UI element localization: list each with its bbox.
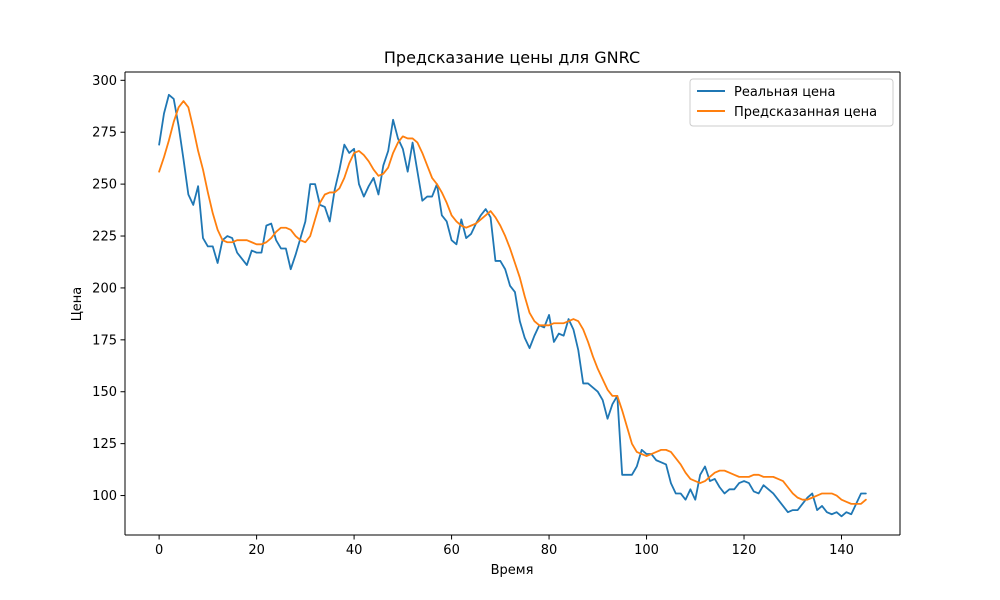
x-axis-ticks: 0 20 40 60 80 100 120 140 xyxy=(155,535,854,558)
x-tick-label: 100 xyxy=(634,543,659,558)
plot-area: 0 20 40 60 80 100 120 140 100 125 150 175 200 225 250… xyxy=(92,71,901,558)
x-tick-label: 60 xyxy=(443,543,460,558)
x-tick-label: 0 xyxy=(155,543,163,558)
y-tick-label: 125 xyxy=(92,437,117,452)
y-tick-label: 225 xyxy=(92,230,117,245)
x-tick-label: 140 xyxy=(829,543,854,558)
plot-background xyxy=(125,72,900,535)
plot-frame xyxy=(124,71,901,536)
x-tick-label: 20 xyxy=(248,543,265,558)
x-axis-title: Время xyxy=(491,563,534,578)
series-line-1 xyxy=(158,100,867,505)
y-tick-label: 300 xyxy=(92,74,117,89)
y-tick-label: 100 xyxy=(92,489,117,504)
y-tick-label: 175 xyxy=(92,333,117,348)
x-tick-label: 80 xyxy=(541,543,558,558)
legend-label-real-price: Реальная цена xyxy=(734,85,836,100)
legend: Реальная цена Предсказанная цена xyxy=(689,78,894,127)
y-tick-label: 200 xyxy=(92,281,117,296)
series-line-0 xyxy=(158,93,867,518)
y-tick-label: 150 xyxy=(92,385,117,400)
legend-box xyxy=(689,78,894,127)
y-tick-label: 275 xyxy=(92,126,117,141)
y-axis-ticks: 100 125 150 175 200 225 250 275 300 xyxy=(92,74,125,504)
x-tick-label: 40 xyxy=(346,543,363,558)
x-tick-label: 120 xyxy=(732,543,757,558)
y-tick-label: 250 xyxy=(92,178,117,193)
y-axis-title: Цена xyxy=(70,287,85,322)
series-layer xyxy=(158,93,867,518)
chart-title: Предсказание цены для GNRC xyxy=(384,48,640,67)
legend-label-predicted-price: Предсказанная цена xyxy=(734,105,877,120)
